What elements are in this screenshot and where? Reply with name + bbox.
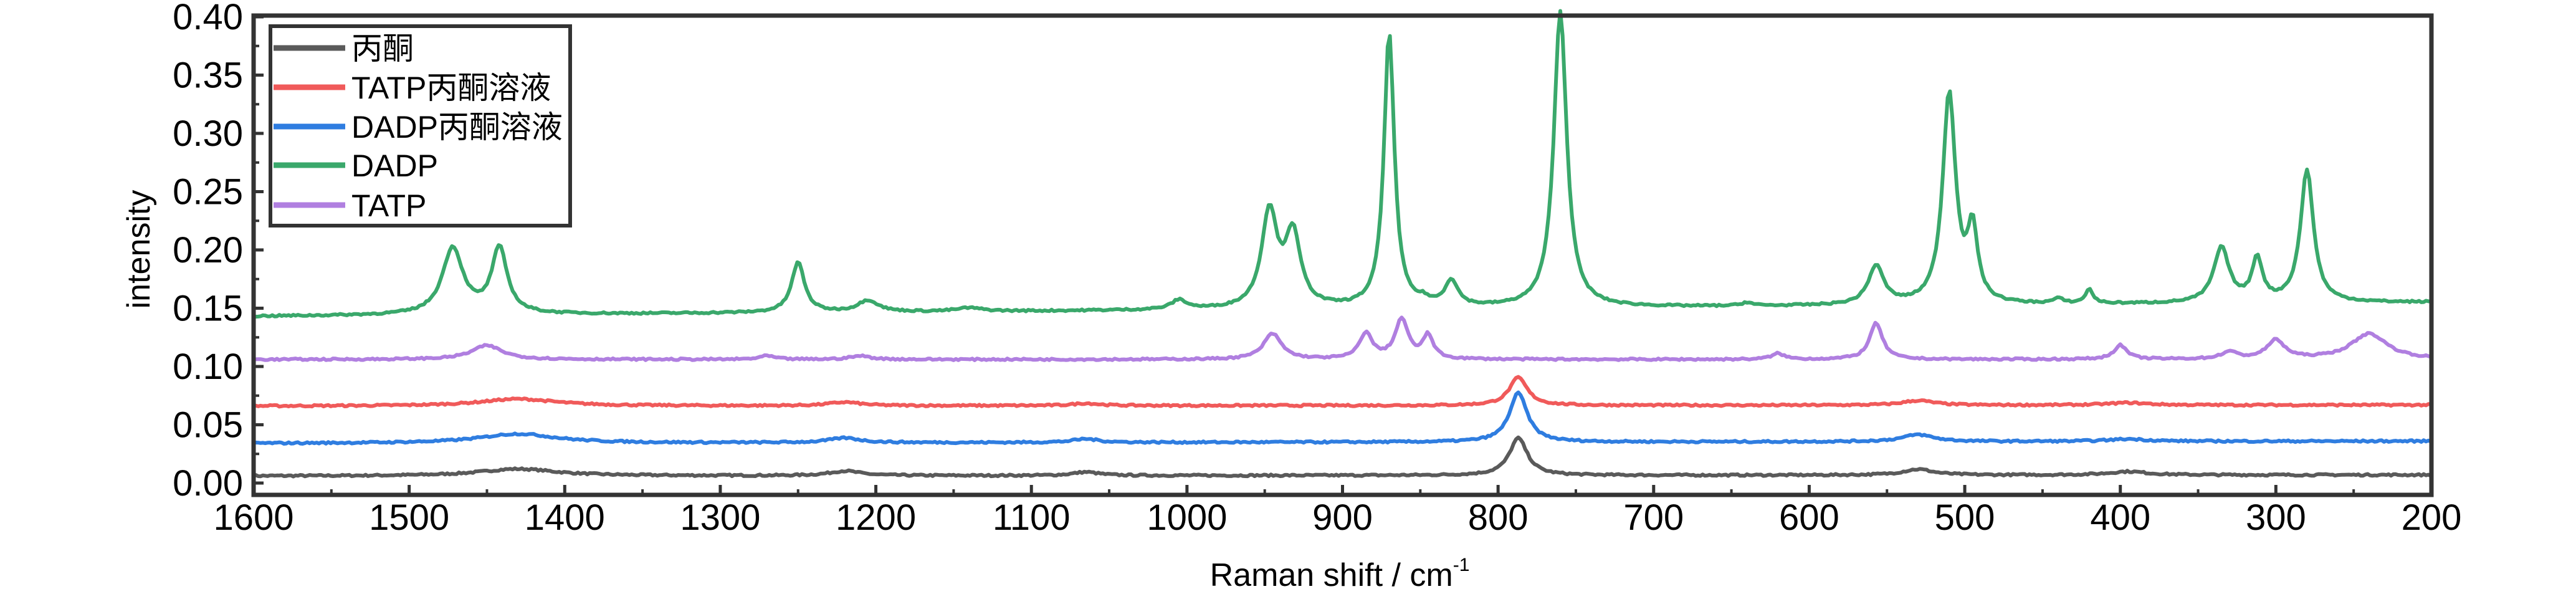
x-tick-label: 400 [2090, 497, 2150, 538]
legend-label: 丙酮 [351, 31, 414, 66]
x-tick-label: 500 [1935, 497, 1995, 538]
plot-frame [251, 13, 2434, 497]
series-line-4 [253, 315, 2431, 362]
x-tick-label: 200 [2402, 497, 2462, 538]
legend-item: TATP [274, 188, 426, 223]
y-tick-label: 0.40 [173, 0, 243, 37]
x-tick-label: 700 [1623, 497, 1684, 538]
legend-label: TATP丙酮溶液 [351, 70, 551, 105]
x-tick-label: 300 [2246, 497, 2306, 538]
series-line-0 [252, 435, 2431, 479]
y-tick-label: 0.15 [173, 289, 243, 329]
y-tick-label: 0.35 [173, 55, 243, 96]
series-line-2 [253, 390, 2431, 446]
legend-label: DADP [351, 148, 438, 183]
x-tick-label: 1600 [213, 497, 293, 538]
legend-item: DADP丙酮溶液 [274, 110, 563, 145]
y-tick-label: 0.05 [173, 405, 243, 446]
x-tick-label: 1100 [993, 497, 1071, 538]
x-tick-label: 900 [1312, 497, 1373, 538]
x-axis-label-superscript: -1 [1453, 555, 1470, 575]
x-tick-label: 600 [1779, 497, 1839, 538]
x-axis-label: Raman shift / cm-1 [1210, 555, 1470, 589]
x-axis-ticks: 1600 1500 1400 1300 1200 1100 1000 900 800 700 600… [213, 485, 2461, 538]
series-line-3 [253, 9, 2431, 319]
legend-box [269, 24, 572, 227]
x-tick-label: 1000 [1147, 497, 1227, 538]
legend-item: DADP [274, 148, 438, 183]
y-axis-ticks: 0.00 0.05 0.10 0.15 0.20 0.25 0.30 0.35 0.40 [173, 0, 264, 504]
y-tick-label: 0.20 [173, 230, 243, 271]
y-tick-label: 0.10 [173, 347, 243, 387]
y-tick-label: 0.00 [173, 463, 243, 504]
legend-item: TATP丙酮溶液 [274, 70, 551, 105]
x-tick-label: 1400 [525, 497, 605, 538]
y-tick-label: 0.25 [173, 172, 243, 213]
x-tick-label: 800 [1468, 497, 1529, 538]
x-tick-label: 1300 [680, 497, 760, 538]
x-tick-label: 1500 [369, 497, 449, 538]
legend-label: TATP [351, 188, 426, 223]
legend-item: 丙酮 [274, 31, 414, 66]
y-axis-label: intensity [121, 190, 157, 309]
series-line-1 [253, 375, 2431, 409]
series-layer [252, 9, 2431, 479]
legend-label: DADP丙酮溶液 [351, 110, 563, 145]
x-tick-label: 1200 [836, 497, 916, 538]
y-tick-label: 0.30 [173, 113, 243, 154]
